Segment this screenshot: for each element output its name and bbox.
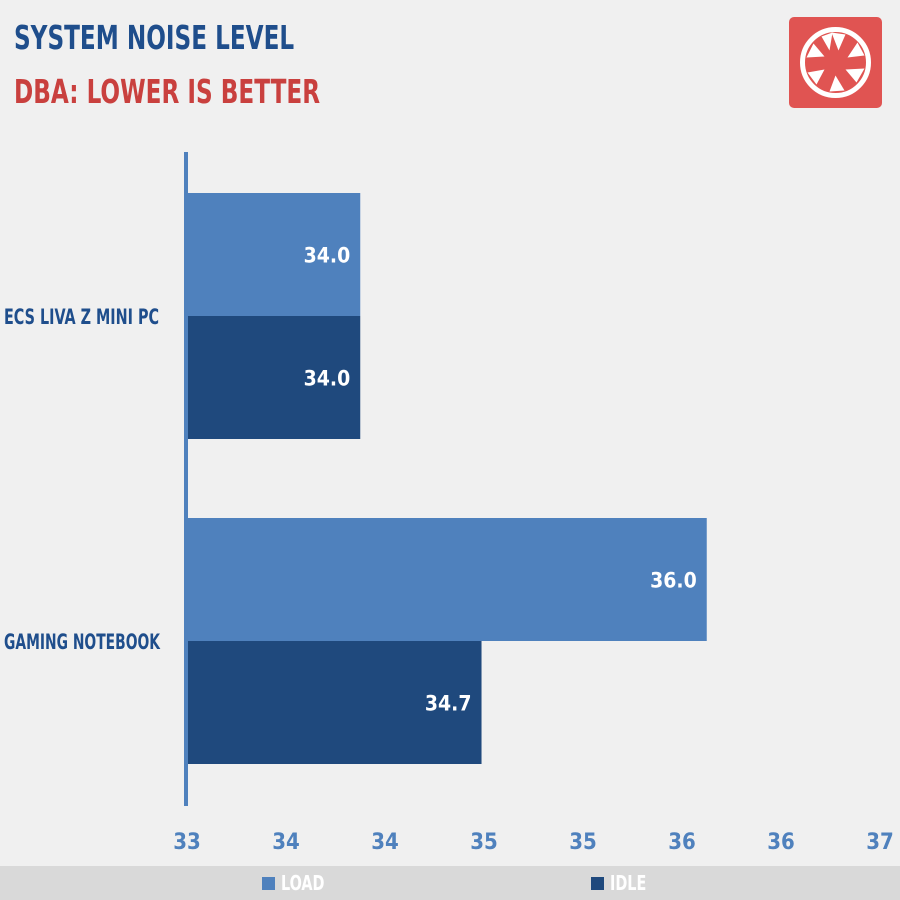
x-tick-label: 36 [767, 830, 795, 855]
x-tick-label: 34 [371, 830, 399, 855]
labels-layer: 34.0 34.0 ECS LIVA Z MINI PC 36.0 34.7 GAMING… [4, 244, 894, 856]
x-tick-label: 37 [866, 830, 894, 855]
axis-layer [184, 152, 188, 806]
value-label-load-gaming-notebook: 36.0 [650, 569, 697, 593]
value-label-idle-gaming-notebook: 34.7 [425, 692, 472, 716]
y-axis-line [184, 152, 188, 806]
category-label-gaming-notebook: GAMING NOTEBOOK [4, 630, 161, 654]
x-tick-label: 35 [470, 830, 498, 855]
x-tick-label: 34 [272, 830, 300, 855]
chart-title: SYSTEM NOISE LEVEL [14, 18, 295, 57]
legend-label-load: LOAD [281, 871, 325, 895]
bars-layer [187, 193, 707, 764]
category-label-ecs-liva-z-mini-pc: ECS LIVA Z MINI PC [4, 305, 159, 329]
bar-idle-ecs-liva-z-mini-pc [187, 316, 361, 439]
legend-item-load: LOAD [262, 866, 335, 900]
chart-subtitle: DBA: LOWER IS BETTER [14, 72, 321, 111]
legend-label-idle: IDLE [610, 871, 647, 895]
camera-aperture-logo-icon [789, 17, 882, 108]
x-tick-label: 36 [668, 830, 696, 855]
bar-load-ecs-liva-z-mini-pc [187, 193, 361, 316]
bar-chart: 34.0 34.0 ECS LIVA Z MINI PC 36.0 34.7 GAMING… [4, 152, 894, 856]
legend-swatch-load [262, 876, 275, 890]
x-tick-label: 35 [569, 830, 597, 855]
bar-idle-gaming-notebook [187, 641, 482, 764]
legend-item-idle: IDLE [591, 866, 655, 900]
legend-swatch-idle [591, 876, 604, 890]
legend: LOAD IDLE [0, 866, 900, 900]
bar-load-gaming-notebook [187, 518, 707, 641]
value-label-idle-ecs-liva-z-mini-pc: 34.0 [304, 367, 351, 391]
value-label-load-ecs-liva-z-mini-pc: 34.0 [304, 244, 351, 268]
x-tick-label: 33 [173, 830, 201, 855]
